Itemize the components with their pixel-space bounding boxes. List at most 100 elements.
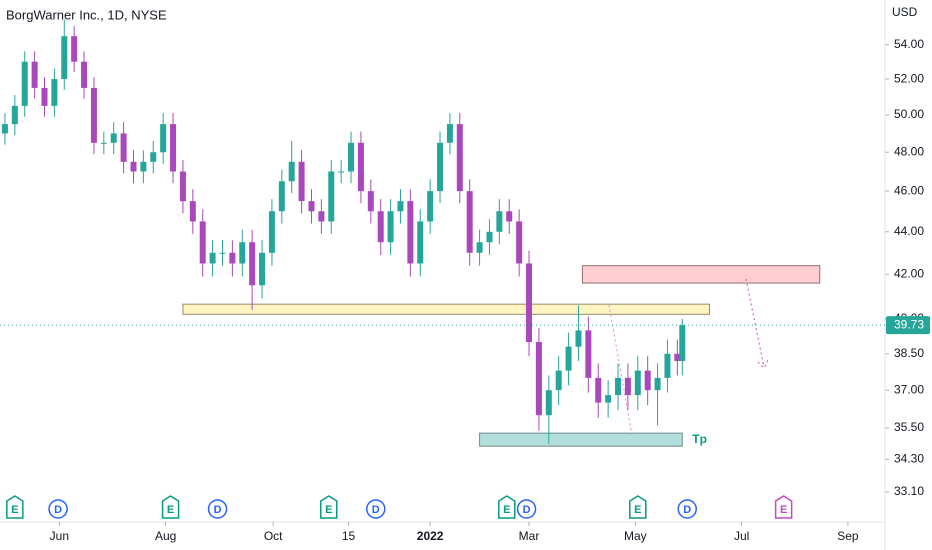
y-tick-label: 33.10 [894,484,924,498]
candle-body [437,142,444,192]
candle-body [397,201,404,212]
candle-body [526,263,533,343]
candle-body [496,211,503,232]
event-icon [207,499,228,519]
candle-body [595,377,602,403]
candle-body [120,133,127,162]
x-tick-label: 2022 [417,529,444,543]
candle-body [239,242,246,264]
candle-body [338,171,345,173]
candle-body [387,211,394,243]
candle-body [634,370,641,396]
y-tick-label: 34.30 [894,452,924,466]
candle-body [81,61,88,88]
y-tick-label: 46.00 [894,183,924,197]
event-label: E [167,504,174,516]
event-label: D [523,504,531,516]
event-icon [48,499,68,519]
y-tick-label: 44.00 [894,224,924,238]
candle-body [328,171,335,222]
candle-body [348,142,355,172]
y-tick-label: 54.00 [894,37,924,51]
event-label: E [503,504,510,516]
x-tick-label: Jul [734,529,749,543]
candle-body [427,191,434,222]
y-tick-label: 50.00 [894,107,924,121]
event-icon [774,495,793,519]
plot [1,19,821,447]
candle-body [535,342,542,416]
event-label: E [780,504,787,516]
zone [581,265,821,284]
candle-body [674,353,681,361]
zone [182,303,710,315]
candle-body [644,370,651,391]
candle-body [555,370,562,391]
candle-body [357,142,364,192]
candle-body [575,330,582,347]
candle-body [249,242,256,286]
candle-body [71,36,78,62]
candle-body [219,252,226,254]
candle-body [179,171,186,202]
chart-title: BorgWarner Inc., 1D, NYSE [6,7,167,22]
candle-body [189,201,196,222]
candle-body [1,124,8,134]
candle-body [585,330,592,378]
candle-body [150,152,157,162]
event-icon [629,495,647,519]
candle-body [679,325,686,361]
x-tick-label: Oct [264,529,283,543]
x-tick-label: Aug [155,529,176,543]
candle-body [140,161,147,172]
candle-body [456,124,463,192]
event-icon [161,495,180,519]
candle-body [209,252,216,264]
zone-label: Tp [692,432,707,446]
candle-body [615,377,622,396]
event-label: E [325,504,332,516]
event-label: D [372,504,380,516]
x-tick-label: 15 [342,529,356,543]
candle-body [486,231,493,243]
candle-body [545,390,552,416]
candle-body [476,242,483,253]
candle-body [446,124,453,143]
y-tick-label: 52.00 [894,71,924,85]
y-tick-label: 42.00 [894,266,924,280]
candle-body [61,36,68,80]
candle-body [308,201,315,212]
candle-body [170,124,177,172]
event-label: D [54,504,62,516]
x-tick-label: May [624,529,647,543]
event-icon [677,499,697,519]
event-icon [6,495,24,519]
candle-body [160,124,167,153]
candle-body [516,221,523,264]
candle-body [298,161,305,202]
candle-body [664,353,671,378]
candle-body [100,142,107,144]
candle-body [506,211,513,222]
y-tick-label: 37.00 [894,382,924,396]
event-icon [320,495,338,519]
last-price-box [886,316,930,335]
candle-body [466,191,473,253]
currency: USD [892,5,918,19]
candle-body [288,161,295,182]
candle-body [51,79,58,106]
event-label: D [683,504,691,516]
candle-body [41,87,48,106]
candle-body [278,181,285,212]
candle-body [417,221,424,264]
candle-body [11,105,18,125]
arrow [608,304,633,437]
event-label: E [634,504,641,516]
y-tick-label: 48.00 [894,144,924,158]
candle-body [654,377,661,391]
y-tick-label: 35.50 [894,420,924,434]
event-icon [366,499,386,519]
candle-body [229,252,236,264]
candle-body [367,191,374,212]
candle-body [110,133,117,143]
